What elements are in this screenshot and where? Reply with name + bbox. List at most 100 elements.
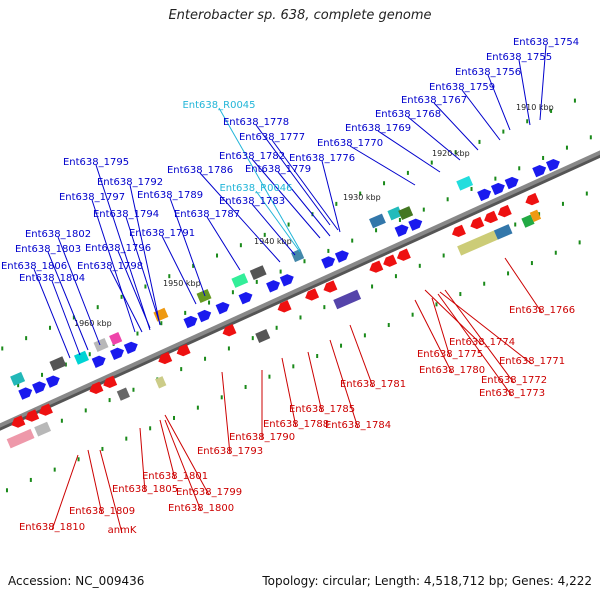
callout-line (431, 297, 451, 358)
reverse-gene-arrow (25, 409, 40, 422)
scale-tick-label: 1910 kbp (516, 103, 554, 112)
gene-label-bottom: Ent638_1809 (69, 506, 135, 517)
gene-label-bottom: Ent638_1785 (289, 404, 355, 415)
gene-label-bottom: Ent638_1799 (176, 487, 242, 498)
gene-label-top: Ent638_1770 (317, 138, 383, 149)
page-title: Enterobacter sp. 638, complete genome (168, 8, 432, 23)
callout-line (161, 235, 197, 305)
tick-mark (303, 259, 306, 264)
callout-line (377, 130, 441, 173)
forward-gene-arrow (279, 274, 294, 287)
gene-label-top: Ent638_1792 (97, 177, 163, 188)
gene-label-top: Ent638_1795 (63, 157, 129, 168)
feature-block (34, 421, 52, 437)
forward-gene-arrow (321, 256, 336, 269)
tick-mark (192, 263, 195, 268)
gene-label-bottom: Ent638_1766 (509, 305, 575, 316)
feature-block (387, 206, 403, 221)
reverse-gene-arrow (158, 351, 173, 365)
tick-mark (394, 274, 397, 279)
scale-tick-label: 1920 kbp (432, 149, 470, 158)
reverse-gene-arrow (89, 381, 104, 394)
forward-gene-arrow (238, 292, 253, 305)
feature-block (93, 337, 109, 352)
scale-tick-label: 1950 kbp (163, 279, 201, 288)
forward-gene-arrow (110, 347, 124, 361)
tick-mark (41, 372, 44, 377)
tick-mark (573, 98, 576, 103)
tick-mark (275, 325, 278, 330)
callout-line (281, 357, 297, 428)
callout-line (47, 251, 89, 351)
callout-line (125, 216, 161, 325)
feature-block (196, 289, 212, 303)
tick-mark (204, 356, 207, 361)
tick-mark (327, 248, 330, 253)
tick-mark (383, 181, 386, 186)
genome-backbone (0, 150, 600, 428)
feature-block (49, 356, 67, 372)
gene-label-bottom: Ent638_1788 (263, 419, 329, 430)
scale-tick-label: 1960 kbp (74, 319, 112, 328)
forward-gene-arrow (215, 301, 230, 315)
callout-line (199, 172, 281, 263)
tick-mark (538, 212, 541, 217)
tick-mark (406, 170, 409, 175)
gene-label-bottom: Ent638_1780 (419, 365, 485, 376)
tick-mark (299, 315, 302, 320)
reverse-gene-arrow (497, 204, 512, 218)
tick-mark (542, 155, 545, 160)
tick-mark (514, 222, 517, 227)
callout-line (51, 280, 81, 356)
tick-mark (507, 271, 510, 276)
callout-line (251, 203, 296, 256)
tick-mark (220, 395, 223, 400)
tick-mark (48, 325, 51, 330)
callout-line (57, 236, 101, 346)
tick-mark (25, 336, 28, 341)
tick-mark (359, 191, 362, 196)
gene-label-top: Ent638_1789 (137, 190, 203, 201)
feature-block (521, 214, 535, 228)
tick-mark (77, 457, 80, 462)
callout-line (307, 351, 323, 413)
gene-label-bottom: Ent638_1793 (197, 446, 263, 457)
tick-mark (323, 305, 326, 310)
callout-line (277, 171, 331, 237)
reverse-gene-arrow (305, 288, 320, 301)
scale-tick-label: 1940 kbp (254, 237, 292, 246)
tick-mark (418, 263, 421, 268)
tick-mark (430, 160, 433, 165)
tick-mark (216, 253, 219, 258)
reverse-gene-arrow (103, 375, 118, 389)
tick-mark (160, 321, 163, 326)
callout-line (437, 293, 513, 397)
tick-mark (470, 186, 473, 191)
gene-label-bottom: Ent638_1781 (340, 379, 406, 390)
callout-line (251, 158, 321, 239)
tick-mark (5, 488, 8, 493)
callout-line (87, 449, 103, 515)
forward-gene-arrow (334, 250, 349, 263)
feature-block (291, 248, 305, 263)
reverse-gene-arrow (222, 324, 237, 337)
gene-label-bottom: Ent638_1774 (449, 337, 515, 348)
tick-mark (589, 135, 592, 140)
scale-tick-label: 1930 kbp (343, 193, 381, 202)
callout-line (407, 116, 461, 161)
gene-label-bottom: Ent638_1805 (112, 484, 178, 495)
tick-mark (255, 279, 258, 284)
tick-mark (526, 119, 529, 124)
tick-mark (316, 354, 319, 359)
tick-mark (435, 302, 438, 307)
tick-mark (550, 108, 553, 113)
tick-mark (72, 315, 75, 320)
callout-line (321, 160, 341, 233)
reverse-gene-arrow (396, 248, 411, 261)
tick-mark (292, 364, 295, 369)
tick-mark (108, 398, 111, 403)
tick-mark (125, 436, 128, 441)
tick-mark (1, 346, 4, 351)
forward-gene-arrow (532, 164, 547, 178)
